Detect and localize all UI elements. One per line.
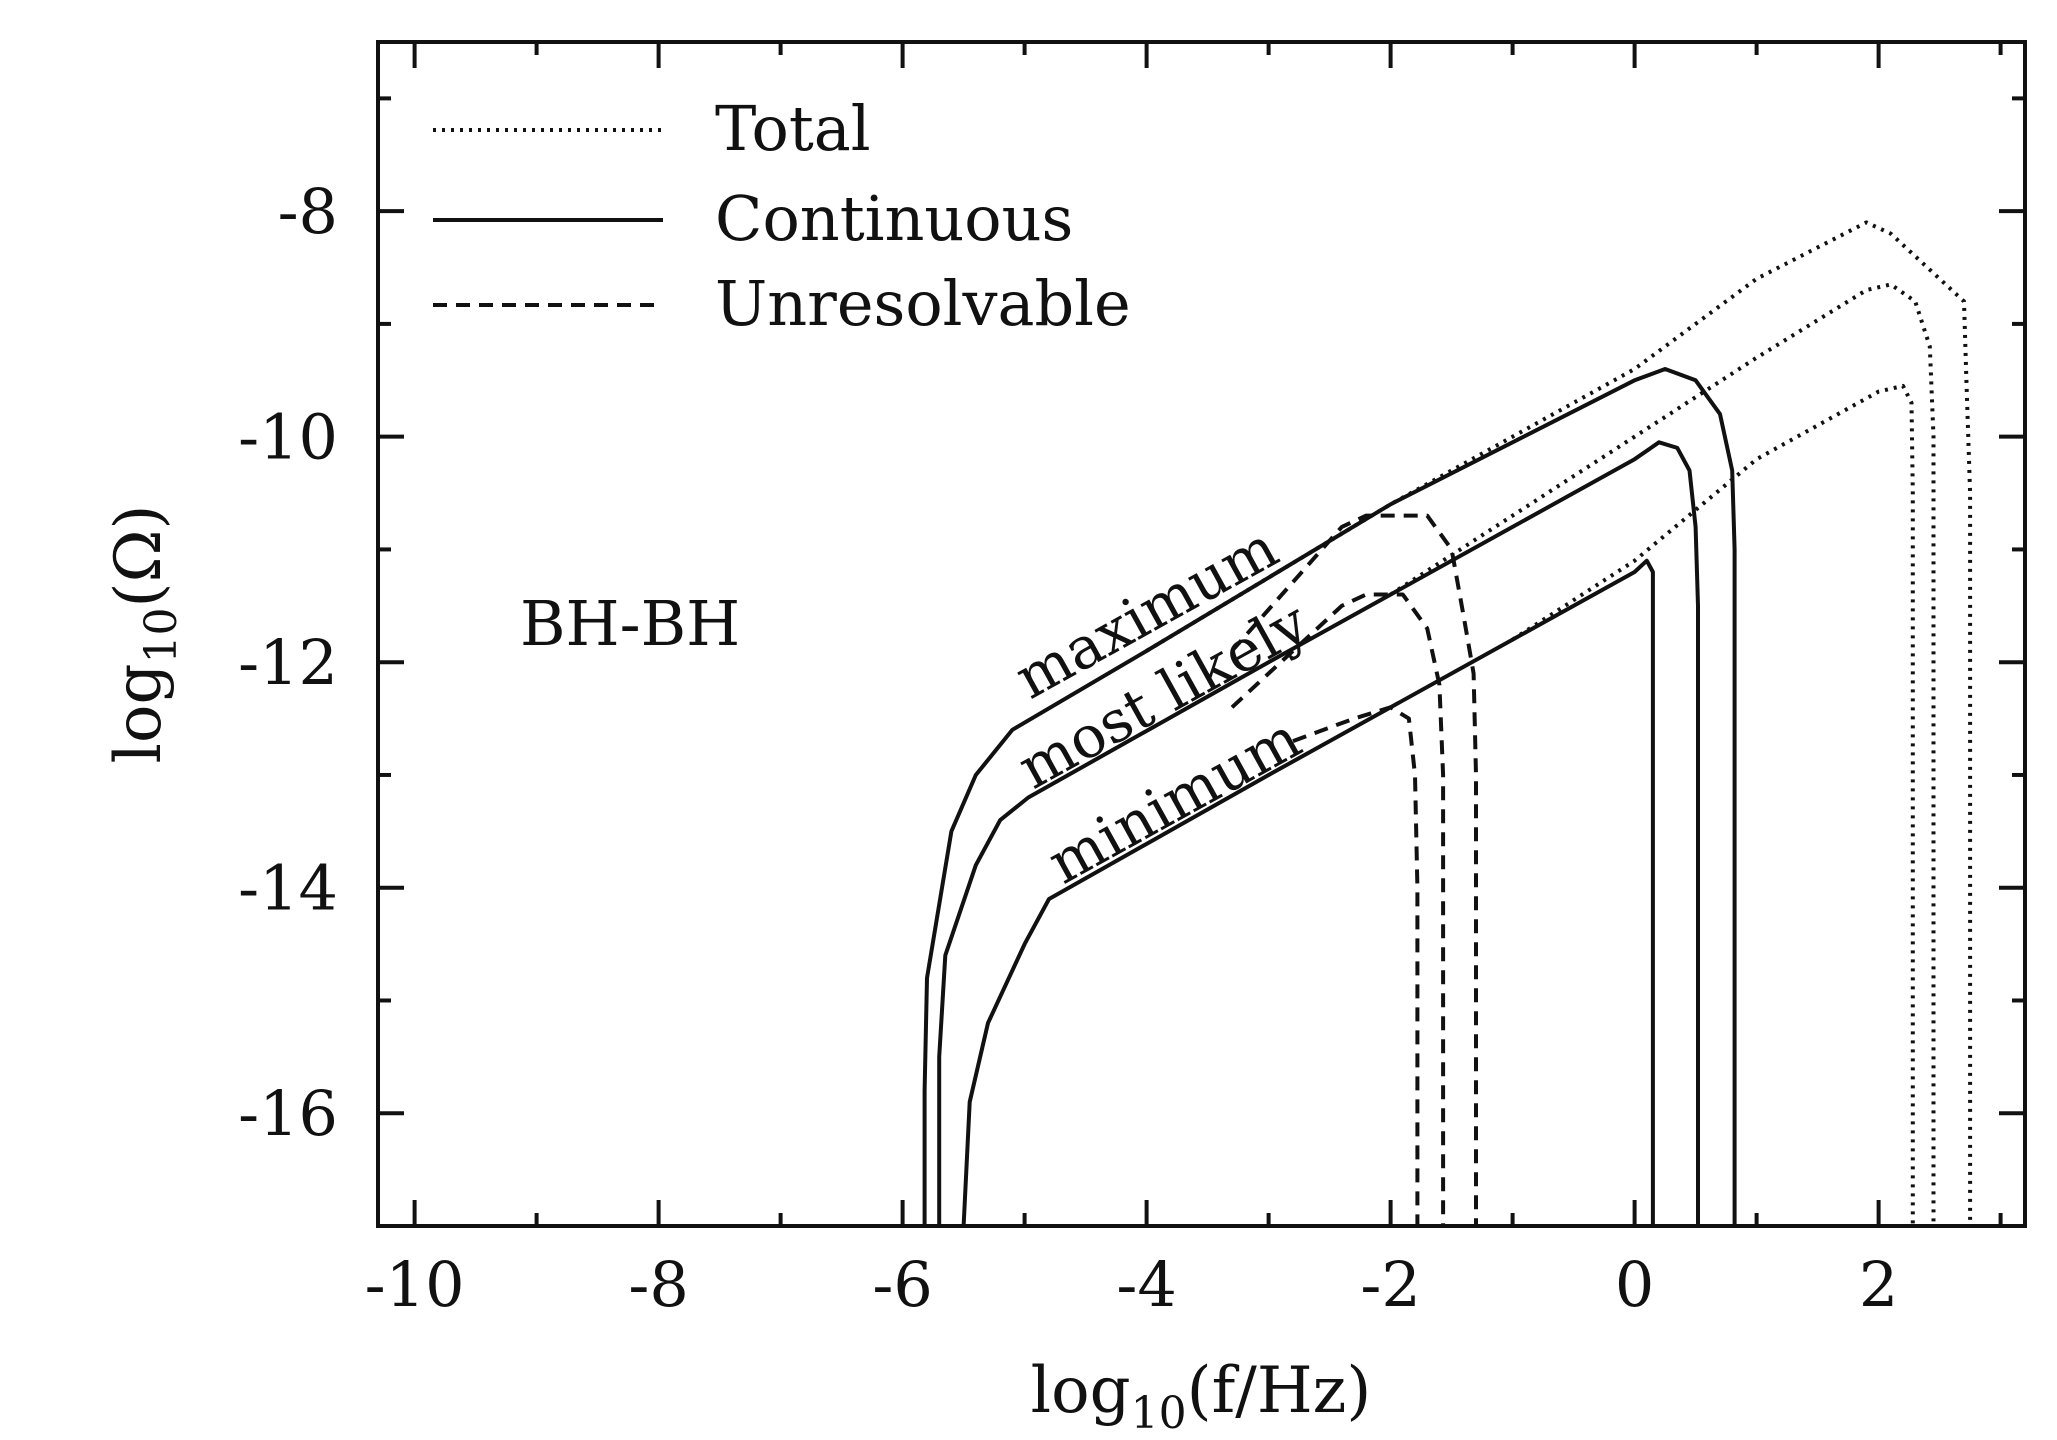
x-tick-label: -6 xyxy=(872,1248,932,1321)
legend-label-continuous: Continuous xyxy=(715,182,1073,255)
x-tick-label: -4 xyxy=(1116,1248,1176,1321)
series-total-most-likely xyxy=(1389,282,1936,1226)
series-continuous-maximum xyxy=(922,367,1737,1226)
y-tick-label: -12 xyxy=(238,626,338,699)
series-unresolvable-most-likely xyxy=(1230,592,1446,1226)
y-tick-label: -8 xyxy=(278,175,338,248)
series-continuous-most-likely xyxy=(937,440,1700,1226)
x-tick-label: 0 xyxy=(1615,1248,1654,1321)
series-total-maximum xyxy=(1145,220,1973,1226)
y-tick-label: -14 xyxy=(238,852,338,925)
x-tick-label: -8 xyxy=(628,1248,688,1321)
series-layer xyxy=(922,220,1973,1227)
x-tick-label: 2 xyxy=(1859,1248,1898,1321)
x-axis-ticks: -10 -8 -6 -4 -2 0 2 xyxy=(365,42,2003,1321)
y-tick-label: -16 xyxy=(238,1077,338,1150)
series-total-minimum xyxy=(1511,383,1915,1226)
y-axis-ticks: -16 -14 -12 -10 -8 xyxy=(238,96,2025,1228)
legend-label-unresolvable: Unresolvable xyxy=(715,267,1131,340)
series-unresolvable-minimum xyxy=(1292,705,1420,1226)
y-axis-label: log10(Ω) xyxy=(102,505,187,764)
y-tick-label: -10 xyxy=(238,401,338,474)
series-unresolvable-maximum xyxy=(1230,513,1478,1226)
plot-frame xyxy=(376,40,2027,1228)
legend: Total Continuous Unresolvable xyxy=(433,92,1131,340)
x-axis-label: log10(f/Hz) xyxy=(1031,1354,1372,1439)
x-tick-label: -10 xyxy=(365,1248,465,1321)
legend-label-total: Total xyxy=(715,92,871,165)
annotation-bh-bh: BH-BH xyxy=(520,587,740,660)
x-tick-label: -2 xyxy=(1360,1248,1420,1321)
